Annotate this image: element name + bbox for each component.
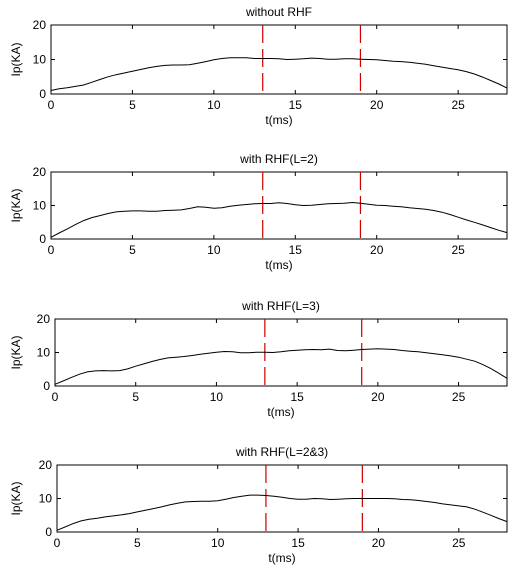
y-tick-label: 20 <box>39 458 53 472</box>
subplot-3: 0 5 10 15 20 25 0 10 20 with RHF(L=3) t(ms) Ip(KA) <box>9 299 508 419</box>
y-tick-label: 10 <box>33 199 47 213</box>
x-axis-label: t(ms) <box>265 258 292 272</box>
x-tick-label: 10 <box>210 390 224 404</box>
y-tick-label: 20 <box>33 165 47 179</box>
x-axis-label: t(ms) <box>267 405 294 419</box>
x-tick-label: 5 <box>129 243 136 257</box>
y-tick-label: 0 <box>39 87 46 101</box>
x-tick-label: 10 <box>207 98 221 112</box>
x-tick-label: 5 <box>132 390 139 404</box>
x-tick-label: 20 <box>372 536 386 550</box>
x-tick-label: 0 <box>54 536 61 550</box>
x-axis-label: t(ms) <box>265 113 292 127</box>
y-axis-label: Ip(KA) <box>9 335 23 369</box>
axes-box <box>56 464 508 533</box>
y-tick-label: 0 <box>45 525 52 539</box>
x-tick-label: 25 <box>451 98 465 112</box>
x-tick-label: 20 <box>370 98 384 112</box>
axes-box <box>50 24 508 95</box>
x-tick-label: 0 <box>48 243 55 257</box>
series-line-1 <box>56 494 508 531</box>
y-axis-label: Ip(KA) <box>9 42 23 76</box>
y-axis-label: Ip(KA) <box>9 188 23 222</box>
chart-title: with RHF(L=3) <box>241 299 320 313</box>
x-tick-label: 25 <box>451 243 465 257</box>
series-line-1 <box>50 201 508 238</box>
subplot-1: 0 5 10 15 20 25 0 10 20 without RHF t(ms) Ip(KA) <box>9 5 508 127</box>
x-tick-label: 25 <box>452 536 466 550</box>
y-tick-label: 20 <box>33 18 47 32</box>
subplot-panels: 0 5 10 15 20 25 0 10 20 without RHF t(ms) Ip(KA) 0 5 1… <box>9 5 508 565</box>
x-tick-label: 0 <box>52 390 59 404</box>
x-tick-label: 10 <box>211 536 225 550</box>
y-axis-label: Ip(KA) <box>9 481 23 515</box>
x-tick-label: 5 <box>129 98 136 112</box>
series-line-1 <box>50 57 508 91</box>
subplot-2: 0 5 10 15 20 25 0 10 20 with RHF(L=2) t(ms) Ip(KA) <box>9 152 508 272</box>
x-tick-label: 5 <box>134 536 141 550</box>
chart-title: with RHF(L=2&3) <box>235 445 328 459</box>
y-tick-label: 10 <box>39 492 53 506</box>
x-tick-label: 15 <box>289 243 303 257</box>
y-tick-label: 0 <box>43 379 50 393</box>
x-axis-label: t(ms) <box>268 551 295 565</box>
x-tick-label: 10 <box>207 243 221 257</box>
chart-title: with RHF(L=2) <box>239 152 318 166</box>
y-tick-label: 0 <box>39 232 46 246</box>
y-tick-label: 20 <box>37 312 51 326</box>
x-tick-label: 25 <box>452 390 466 404</box>
axes-box <box>54 318 508 387</box>
x-tick-label: 15 <box>289 98 303 112</box>
x-tick-label: 0 <box>48 98 55 112</box>
x-tick-label: 20 <box>370 243 384 257</box>
y-tick-label: 10 <box>33 53 47 67</box>
x-tick-label: 20 <box>371 390 385 404</box>
series-line-1 <box>54 348 508 385</box>
y-tick-label: 10 <box>37 346 51 360</box>
x-tick-label: 15 <box>290 390 304 404</box>
axes-box <box>50 171 508 240</box>
x-tick-label: 15 <box>291 536 305 550</box>
chart-title: without RHF <box>245 5 312 19</box>
subplot-4: 0 5 10 15 20 25 0 10 20 with RHF(L=2&3) t(ms) Ip(KA… <box>9 445 508 565</box>
